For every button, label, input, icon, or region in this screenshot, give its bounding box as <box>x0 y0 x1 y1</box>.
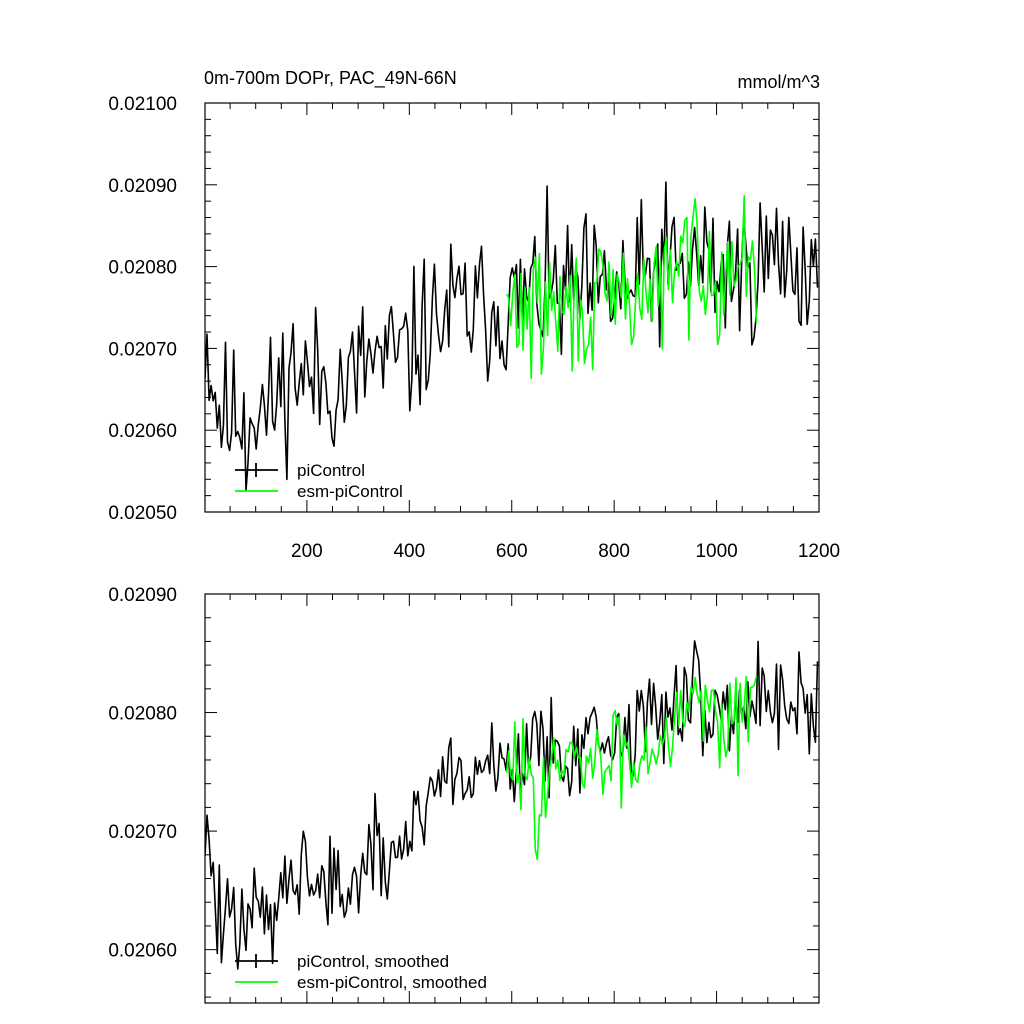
top-y-tick-label: 0.02060 <box>108 421 177 442</box>
bottom-y-tick-label: 0.02060 <box>108 941 177 962</box>
bottom-y-tick-label: 0.02080 <box>108 704 177 725</box>
series-line-esm-picontrol <box>505 195 758 380</box>
series-line-esm-picontrol-smoothed <box>505 675 758 861</box>
top-x-tick-label: 600 <box>496 541 528 562</box>
top-series-group <box>205 181 819 492</box>
top-x-tick-label: 800 <box>598 541 630 562</box>
legend-label-esm-picontrol-smoothed: esm-piControl, smoothed <box>297 973 487 992</box>
bottom-plot-frame <box>204 593 820 1004</box>
top-y-tick-label: 0.02100 <box>108 94 177 115</box>
series-line-picontrol-smoothed <box>205 640 819 970</box>
top-panel: 0.02050 0.02060 0.02070 0.02080 0.02090 0.021… <box>108 94 840 562</box>
bottom-y-tick-label: 0.02090 <box>108 585 177 606</box>
bottom-panel: 0.02060 0.02070 0.02080 0.02090 <box>108 585 820 1004</box>
top-x-tick-label: 1200 <box>798 541 840 562</box>
bottom-y-tick-label: 0.02070 <box>108 822 177 843</box>
top-y-tick-label: 0.02090 <box>108 176 177 197</box>
bottom-series-group <box>205 640 819 970</box>
legend-label-picontrol-smoothed: piControl, smoothed <box>297 952 449 971</box>
top-x-tick-label: 400 <box>393 541 425 562</box>
series-line-picontrol <box>205 181 819 492</box>
top-y-tick-label: 0.02050 <box>108 503 177 524</box>
legend-label-esm-picontrol: esm-piControl <box>297 482 403 501</box>
top-x-tick-label: 200 <box>291 541 323 562</box>
top-chart-title: 0m-700m DOPr, PAC_49N-66N <box>204 68 457 89</box>
top-x-tick-label: 1000 <box>695 541 737 562</box>
top-legend: piControl esm-piControl <box>235 461 403 501</box>
top-chart-units: mmol/m^3 <box>738 72 820 92</box>
top-y-tick-label: 0.02070 <box>108 339 177 360</box>
legend-label-picontrol: piControl <box>297 461 365 480</box>
top-y-tick-label: 0.02080 <box>108 258 177 279</box>
bottom-legend: piControl, smoothed esm-piControl, smoot… <box>235 952 487 992</box>
